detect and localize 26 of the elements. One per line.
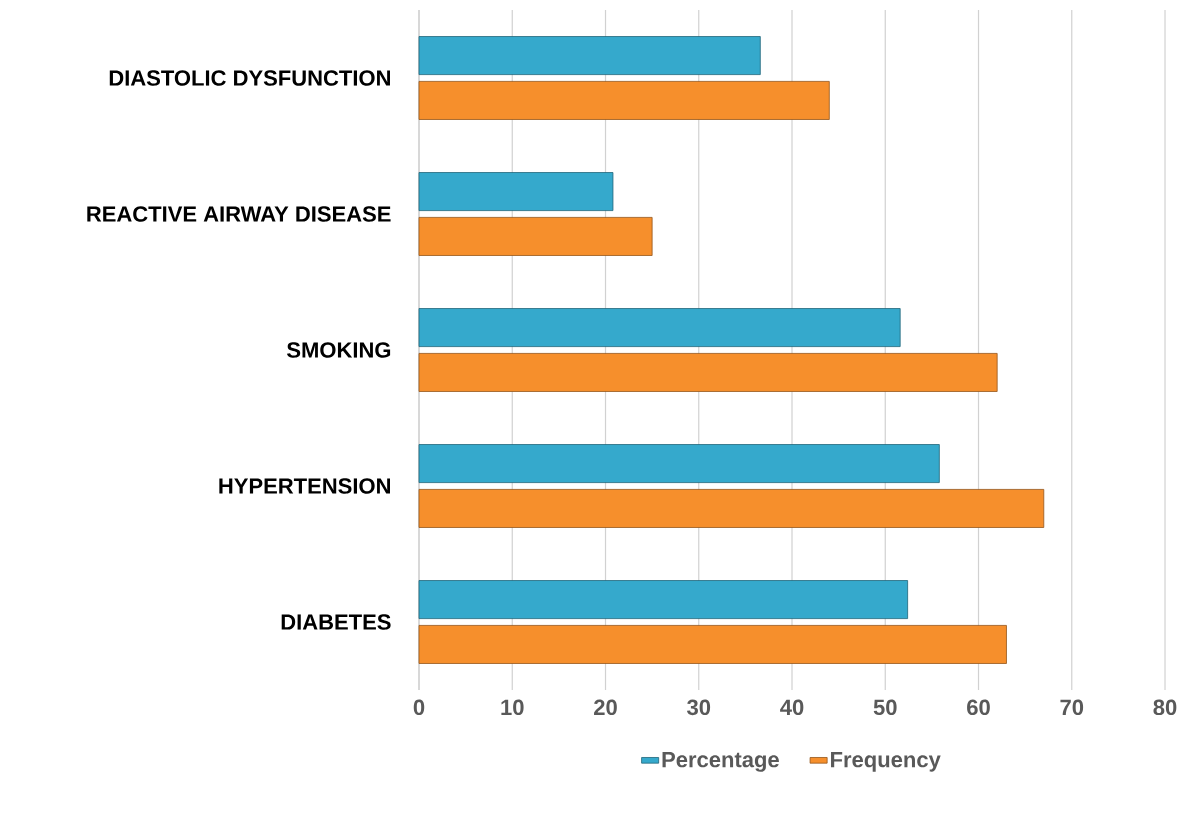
x-tick-label: 60 — [967, 699, 990, 716]
y-tick-label: SMOKING — [286, 342, 391, 358]
x-tick-label: 20 — [594, 699, 617, 716]
bar — [418, 217, 653, 256]
y-tick-label: DIASTOLIC DYSFUNCTION — [109, 70, 390, 86]
y-tick-label: DIABETES — [281, 614, 391, 630]
legend-label: Percentage — [662, 752, 779, 772]
y-tick-label: REACTIVE AIRWAY DISEASE — [87, 206, 391, 222]
bar — [418, 625, 1007, 664]
bar — [418, 353, 998, 392]
x-tick-label: 80 — [1153, 699, 1177, 716]
x-tick-label: 10 — [501, 699, 524, 716]
bar — [418, 580, 909, 620]
bar — [418, 489, 1045, 528]
bar — [418, 81, 830, 120]
bar — [418, 172, 614, 212]
y-tick-label: HYPERTENSION — [219, 478, 390, 494]
bar — [418, 444, 940, 484]
x-tick-label: 70 — [1060, 699, 1084, 716]
x-tick-label: 30 — [687, 699, 711, 716]
x-tick-label: 0 — [413, 699, 425, 716]
bar — [418, 36, 761, 76]
x-tick-label: 50 — [873, 699, 897, 716]
bar — [418, 308, 901, 348]
x-tick-label: 40 — [780, 699, 804, 716]
legend-label: Frequency — [831, 752, 941, 772]
